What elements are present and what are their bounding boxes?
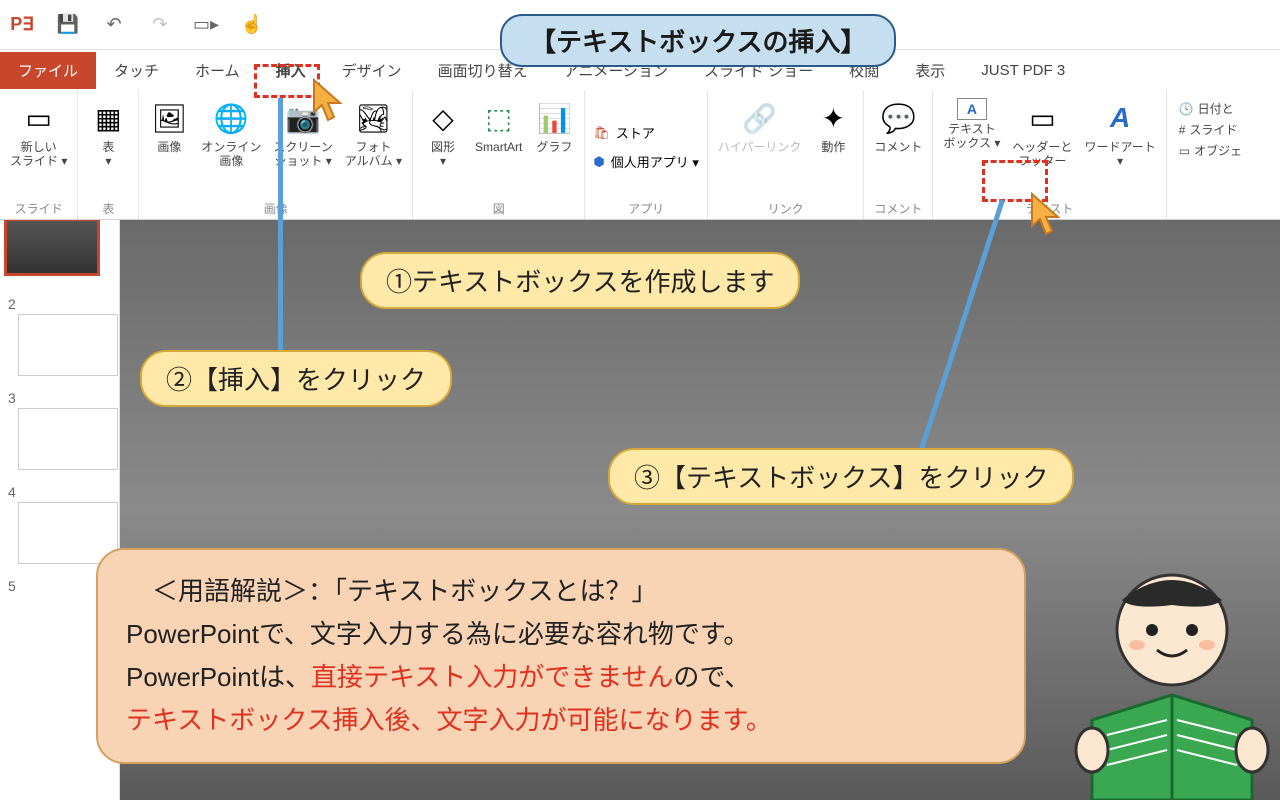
tab-touch[interactable]: タッチ <box>96 52 177 89</box>
group-slide: ▭ 新しい スライド ▾ スライド <box>0 90 78 219</box>
cursor-icon-2 <box>1030 192 1064 240</box>
mascot-character <box>1022 550 1272 800</box>
explanation-box: ＜用語解説＞：「テキストボックスとは？」 PowerPointで、文字入力する為… <box>96 548 1026 764</box>
arrow-line-1 <box>278 98 283 388</box>
explain-heading: ＜用語解説＞：「テキストボックスとは？」 <box>126 570 996 613</box>
datetime-button[interactable]: 🕓日付と <box>1179 100 1242 117</box>
action-button[interactable]: ✦ 動作 <box>811 96 855 198</box>
tab-home[interactable]: ホーム <box>177 52 258 89</box>
smartart-icon: ⬚ <box>479 98 519 138</box>
chart-icon: 📊 <box>534 98 574 138</box>
group-illustrations: ◇ 図形 ▾ ⬚ SmartArt 📊 グラフ 図 <box>413 90 585 219</box>
action-icon: ✦ <box>813 98 853 138</box>
object-button[interactable]: ▭オブジェ <box>1179 142 1242 159</box>
highlight-insert-tab <box>254 64 320 98</box>
explain-line3: テキストボックス挿入後、文字入力が可能になります。 <box>126 699 996 742</box>
hyperlink-icon: 🔗 <box>740 98 780 138</box>
redo-icon[interactable]: ↷ <box>148 13 172 37</box>
callout-step2: ②【挿入】をクリック <box>140 350 452 407</box>
apps-icon: ⬢ <box>593 154 604 170</box>
annotation-title: 【テキストボックスの挿入】 <box>500 14 896 67</box>
thumb-3[interactable]: 3 <box>4 388 115 470</box>
store-button[interactable]: 🛍ストア <box>593 123 699 142</box>
textbox-icon: A <box>957 98 987 120</box>
callout-step3: ③【テキストボックス】をクリック <box>608 448 1074 505</box>
cursor-icon-1 <box>312 78 346 126</box>
wordart-button[interactable]: A ワードアート ▾ <box>1082 96 1157 198</box>
object-icon: ▭ <box>1179 144 1190 158</box>
group-apps: 🛍ストア ⬢個人用アプリ ▾ アプリ <box>585 90 708 219</box>
photo-album-button[interactable]: 🏞 フォト アルバム ▾ <box>343 96 404 198</box>
online-image-button[interactable]: 🌐 オンライン 画像 <box>199 96 263 198</box>
chart-button[interactable]: 📊 グラフ <box>532 96 576 198</box>
table-icon: ▦ <box>88 98 128 138</box>
thumb-2[interactable]: 2 <box>4 294 115 376</box>
datetime-icon: 🕓 <box>1179 102 1194 116</box>
new-slide-icon: ▭ <box>19 98 59 138</box>
group-images: 🖼 画像 🌐 オンライン 画像 📷 スクリーン ショット ▾ 🏞 フォト アルバ… <box>139 90 413 219</box>
ribbon: ▭ 新しい スライド ▾ スライド ▦ 表 ▾ 表 🖼 画像 🌐 オンライン 画… <box>0 90 1280 220</box>
online-image-icon: 🌐 <box>211 98 251 138</box>
smartart-button[interactable]: ⬚ SmartArt <box>473 96 524 198</box>
tab-view[interactable]: 表示 <box>897 52 963 89</box>
group-links: 🔗 ハイパーリンク ✦ 動作 リンク <box>708 90 865 219</box>
album-icon: 🏞 <box>353 98 393 138</box>
slidenum-icon: # <box>1179 123 1186 137</box>
comment-button[interactable]: 💬 コメント <box>872 96 924 198</box>
shapes-icon: ◇ <box>423 98 463 138</box>
image-button[interactable]: 🖼 画像 <box>147 96 191 198</box>
wordart-icon: A <box>1100 98 1140 138</box>
thumb-1[interactable] <box>4 224 115 282</box>
shapes-button[interactable]: ◇ 図形 ▾ <box>421 96 465 198</box>
tab-justpdf[interactable]: JUST PDF 3 <box>963 54 1083 87</box>
comment-icon: 💬 <box>878 98 918 138</box>
thumb-4[interactable]: 4 <box>4 482 115 564</box>
touch-icon[interactable]: ☝ <box>240 13 264 37</box>
group-comment: 💬 コメント コメント <box>864 90 933 219</box>
group-table: ▦ 表 ▾ 表 <box>78 90 139 219</box>
header-icon: ▭ <box>1022 98 1062 138</box>
store-icon: 🛍 <box>593 125 610 141</box>
hyperlink-button[interactable]: 🔗 ハイパーリンク <box>716 96 804 198</box>
new-slide-button[interactable]: ▭ 新しい スライド ▾ <box>8 96 69 198</box>
image-icon: 🖼 <box>149 98 189 138</box>
callout-step1: ①テキストボックスを作成します <box>360 252 800 309</box>
save-icon[interactable]: 💾 <box>56 13 80 37</box>
tab-file[interactable]: ファイル <box>0 52 96 89</box>
my-apps-button[interactable]: ⬢個人用アプリ ▾ <box>593 152 699 171</box>
explain-line1: PowerPointで、文字入力する為に必要な容れ物です。 <box>126 613 996 656</box>
app-icon: P∃ <box>10 13 34 37</box>
slideshow-icon[interactable]: ▭▸ <box>194 13 218 37</box>
undo-icon[interactable]: ↶ <box>102 13 126 37</box>
explain-line2: PowerPointは、直接テキスト入力ができませんので、 <box>126 656 996 699</box>
slidenum-button[interactable]: #スライド <box>1179 121 1242 138</box>
group-side: 🕓日付と #スライド ▭オブジェ <box>1167 90 1250 219</box>
table-button[interactable]: ▦ 表 ▾ <box>86 96 130 198</box>
